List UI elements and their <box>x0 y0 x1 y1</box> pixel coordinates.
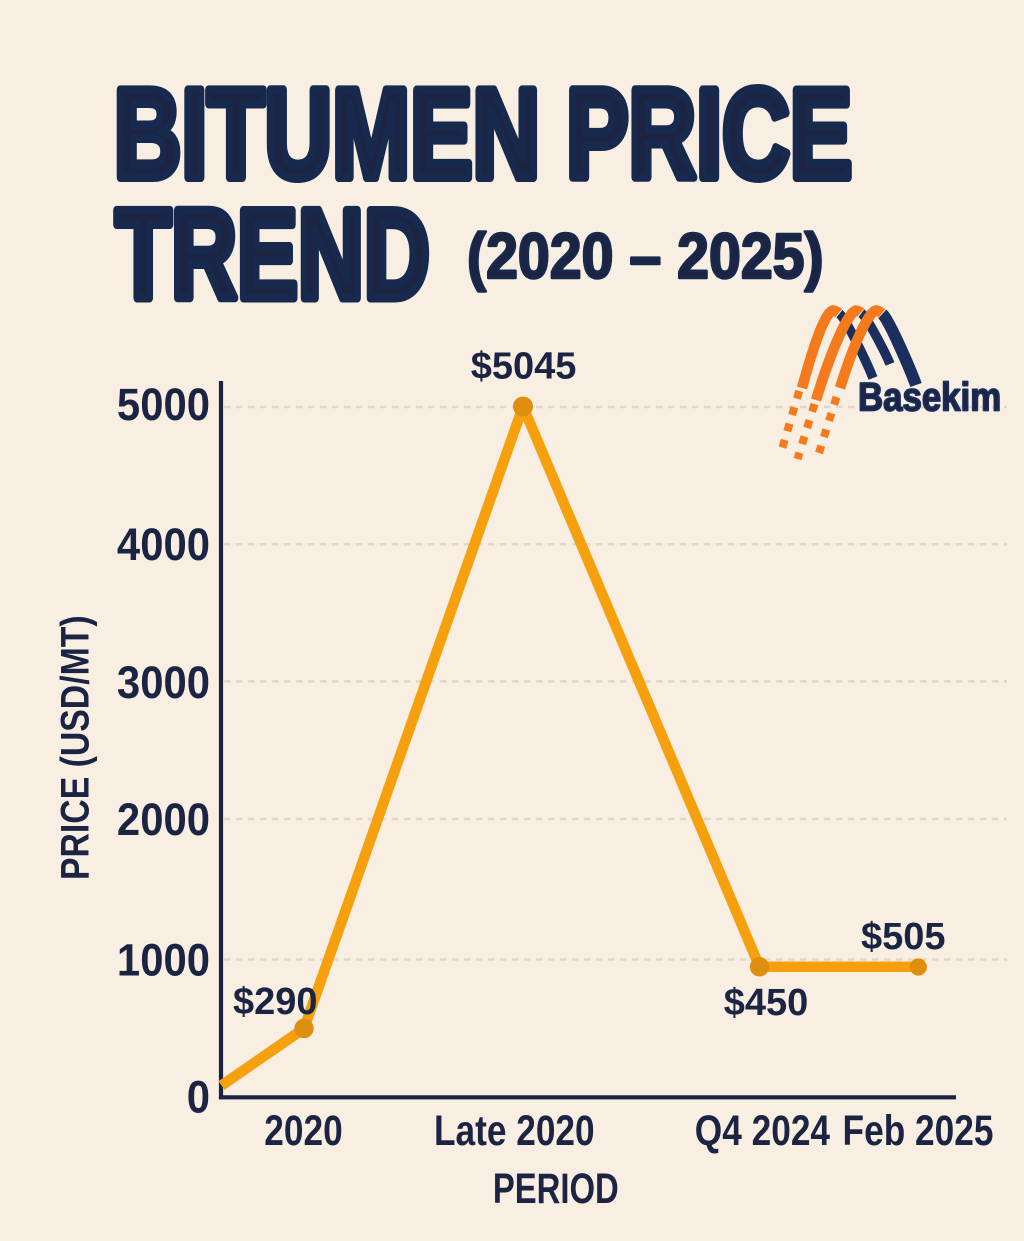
svg-text:4000: 4000 <box>117 521 210 571</box>
svg-text:Q4 2024: Q4 2024 <box>695 1107 830 1155</box>
svg-text:1000: 1000 <box>117 936 210 986</box>
svg-text:$505: $505 <box>861 916 946 958</box>
svg-text:$290: $290 <box>233 981 318 1023</box>
svg-text:Basekim: Basekim <box>858 374 1001 419</box>
svg-text:(2020 – 2025): (2020 – 2025) <box>467 220 824 292</box>
svg-text:2020: 2020 <box>264 1107 342 1155</box>
svg-text:PERIOD: PERIOD <box>493 1165 619 1213</box>
svg-text:BITUMEN PRICE: BITUMEN PRICE <box>114 63 852 205</box>
svg-text:0: 0 <box>187 1073 210 1123</box>
svg-text:3000: 3000 <box>117 659 210 709</box>
svg-text:TREND: TREND <box>115 184 429 325</box>
svg-text:5000: 5000 <box>117 381 210 431</box>
svg-text:Feb 2025: Feb 2025 <box>843 1107 994 1155</box>
svg-text:$5045: $5045 <box>471 346 577 388</box>
svg-text:PRICE (USD/MT): PRICE (USD/MT) <box>52 615 97 880</box>
svg-text:$450: $450 <box>724 982 809 1024</box>
svg-text:Late 2020: Late 2020 <box>434 1107 595 1155</box>
svg-text:2000: 2000 <box>117 796 210 846</box>
